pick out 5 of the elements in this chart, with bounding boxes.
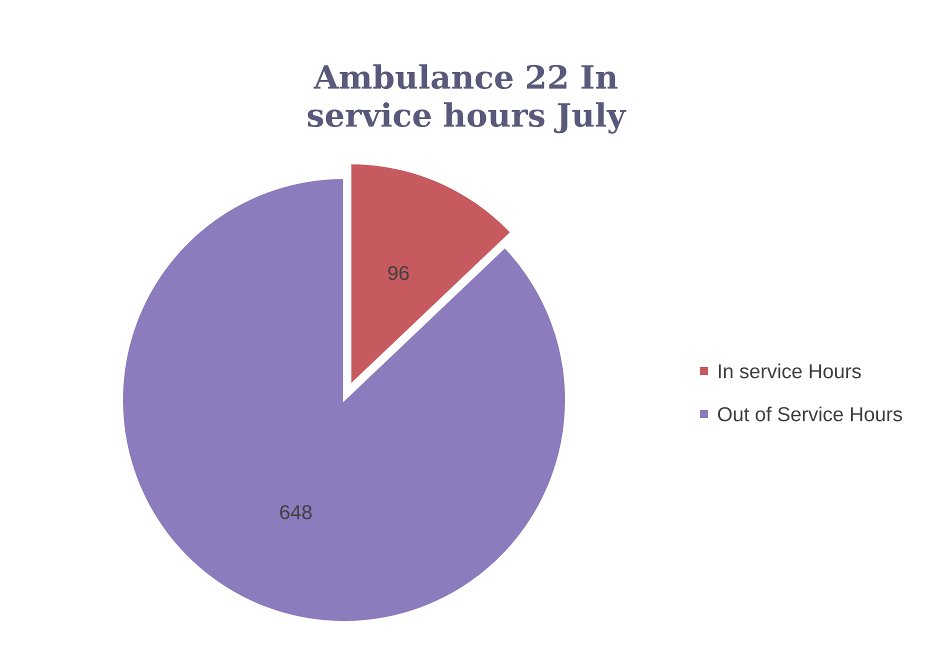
legend-label: In service Hours [718,364,861,378]
chart-title: Ambulance 22 In service hours July [308,64,626,134]
data-label: 96 [388,266,409,280]
data-label: 648 [280,505,312,520]
legend-label: Out of Service Hours [718,406,902,422]
